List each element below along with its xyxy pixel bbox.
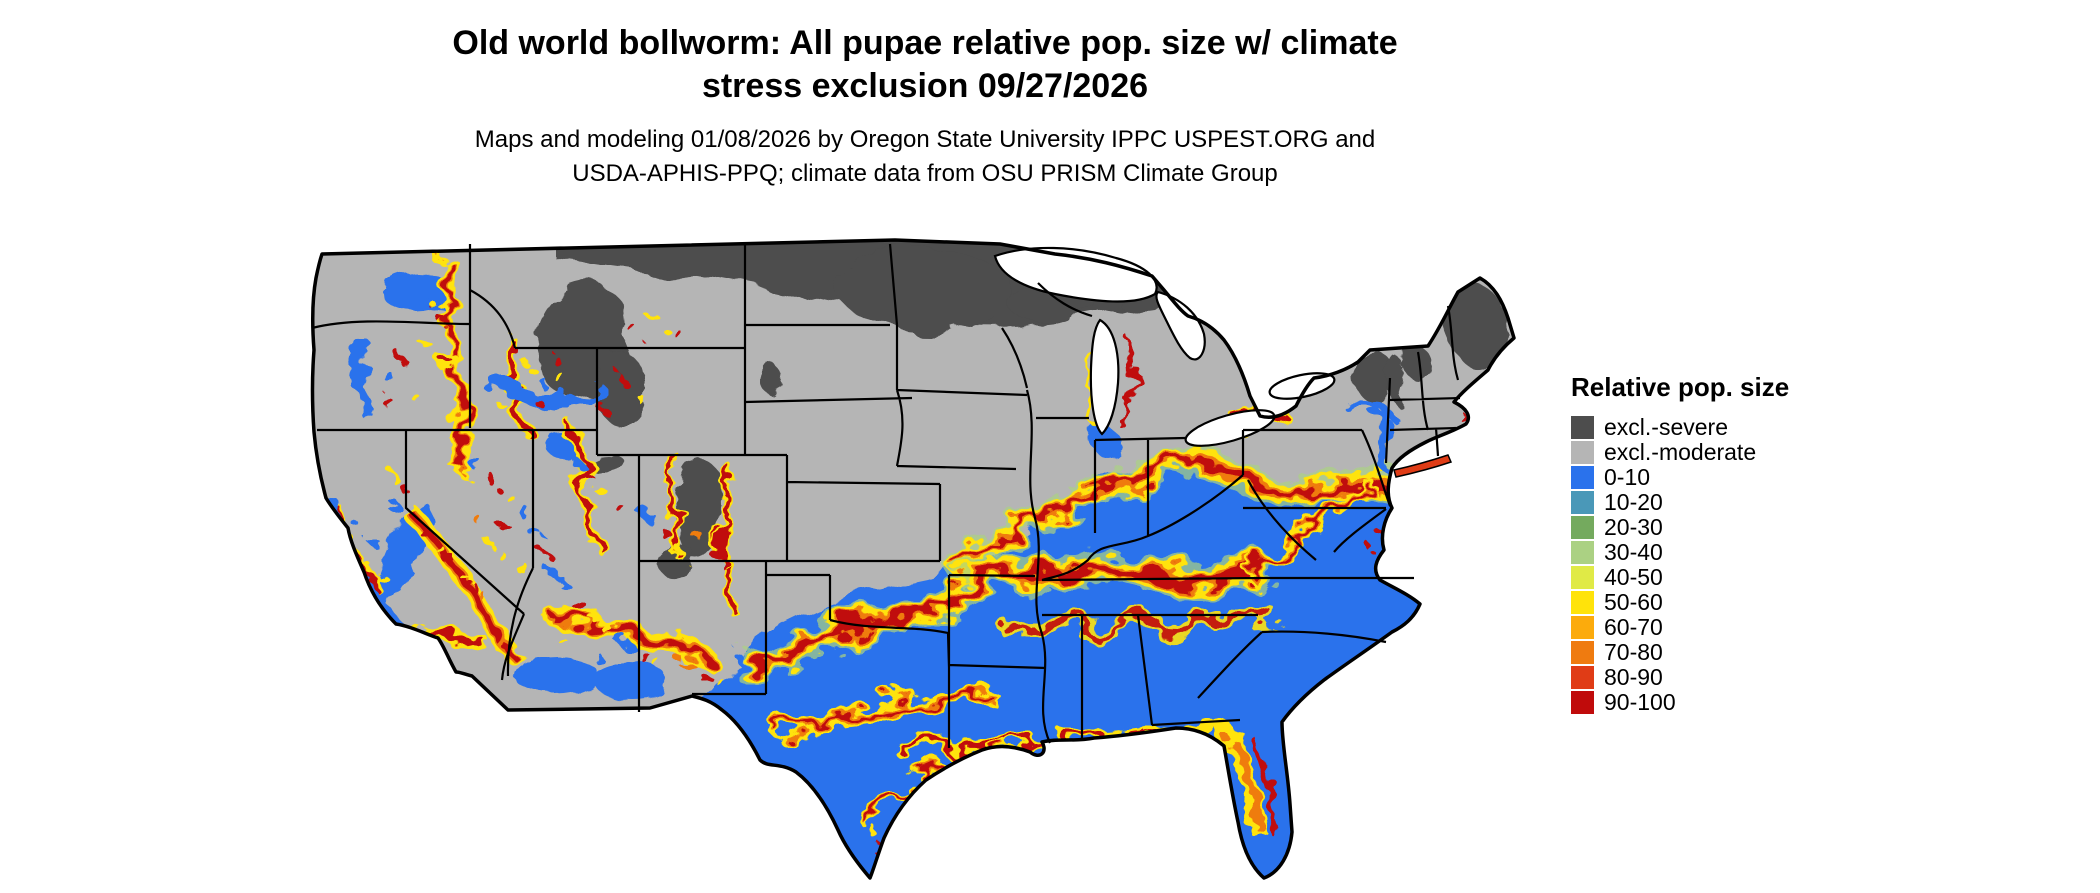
lake-huron xyxy=(1155,290,1206,361)
legend-label: 50-60 xyxy=(1604,589,1663,615)
legend-swatch xyxy=(1571,491,1594,514)
legend-item-80-90: 80-90 xyxy=(1571,664,1789,690)
legend-swatch xyxy=(1571,541,1594,564)
legend-title: Relative pop. size xyxy=(1571,372,1790,402)
map-legend: Relative pop. size excl.-severe excl.-mo… xyxy=(1571,372,1789,715)
legend-item-60-70: 60-70 xyxy=(1571,614,1789,640)
legend-item-90-100: 90-100 xyxy=(1571,689,1789,715)
legend-label: 40-50 xyxy=(1604,564,1663,590)
us-border-outline xyxy=(310,238,1516,880)
legend-label: 70-80 xyxy=(1604,639,1663,665)
us-map-svg xyxy=(310,238,1516,880)
great-lakes xyxy=(993,246,1336,447)
figure-header: Old world bollworm: All pupae relative p… xyxy=(320,22,1530,190)
legend-swatch xyxy=(1571,666,1594,689)
legend-item-30-40: 30-40 xyxy=(1571,539,1789,565)
legend-label: 80-90 xyxy=(1604,664,1663,690)
legend-item-50-60: 50-60 xyxy=(1571,589,1789,615)
legend-label: 30-40 xyxy=(1604,539,1663,565)
legend-item-70-80: 70-80 xyxy=(1571,639,1789,665)
legend-label: 20-30 xyxy=(1604,514,1663,540)
legend-swatch xyxy=(1571,566,1594,589)
legend-swatch xyxy=(1571,691,1594,714)
legend-label: 0-10 xyxy=(1604,464,1651,490)
legend-swatch xyxy=(1571,466,1594,489)
legend-label: excl.-moderate xyxy=(1604,439,1757,465)
legend-label: 10-20 xyxy=(1604,489,1663,515)
legend-label: 60-70 xyxy=(1604,614,1663,640)
legend-label: 90-100 xyxy=(1604,689,1676,715)
legend-swatch xyxy=(1571,616,1594,639)
legend-item-0-10: 0-10 xyxy=(1571,464,1789,490)
lake-ontario xyxy=(1268,372,1336,400)
legend-swatch xyxy=(1571,516,1594,539)
long-island xyxy=(1393,454,1453,478)
legend-item-10-20: 10-20 xyxy=(1571,489,1789,515)
legend-swatch xyxy=(1571,641,1594,664)
state-boundaries xyxy=(311,243,1461,748)
title-line-2: stress exclusion 09/27/2026 xyxy=(701,66,1149,105)
legend-swatch xyxy=(1571,591,1594,614)
us-choropleth-map xyxy=(300,228,1545,888)
lake-superior xyxy=(993,246,1158,303)
legend-label: excl.-severe xyxy=(1604,414,1728,440)
legend-item-excl-moderate: excl.-moderate xyxy=(1571,439,1789,465)
lake-michigan xyxy=(1089,318,1120,436)
subtitle-line-2: USDA-APHIS-PPQ; climate data from OSU PR… xyxy=(572,159,1278,187)
legend-swatch xyxy=(1571,441,1594,464)
legend-item-20-30: 20-30 xyxy=(1571,514,1789,540)
legend-swatch xyxy=(1571,416,1594,439)
title-line-1: Old world bollworm: All pupae relative p… xyxy=(452,24,1398,62)
figure-subtitle: Maps and modeling 01/08/2026 by Oregon S… xyxy=(320,123,1530,190)
subtitle-line-1: Maps and modeling 01/08/2026 by Oregon S… xyxy=(474,126,1376,153)
figure-title: Old world bollworm: All pupae relative p… xyxy=(320,22,1530,107)
legend-item-40-50: 40-50 xyxy=(1571,564,1789,590)
legend-item-excl-severe: excl.-severe xyxy=(1571,414,1789,440)
